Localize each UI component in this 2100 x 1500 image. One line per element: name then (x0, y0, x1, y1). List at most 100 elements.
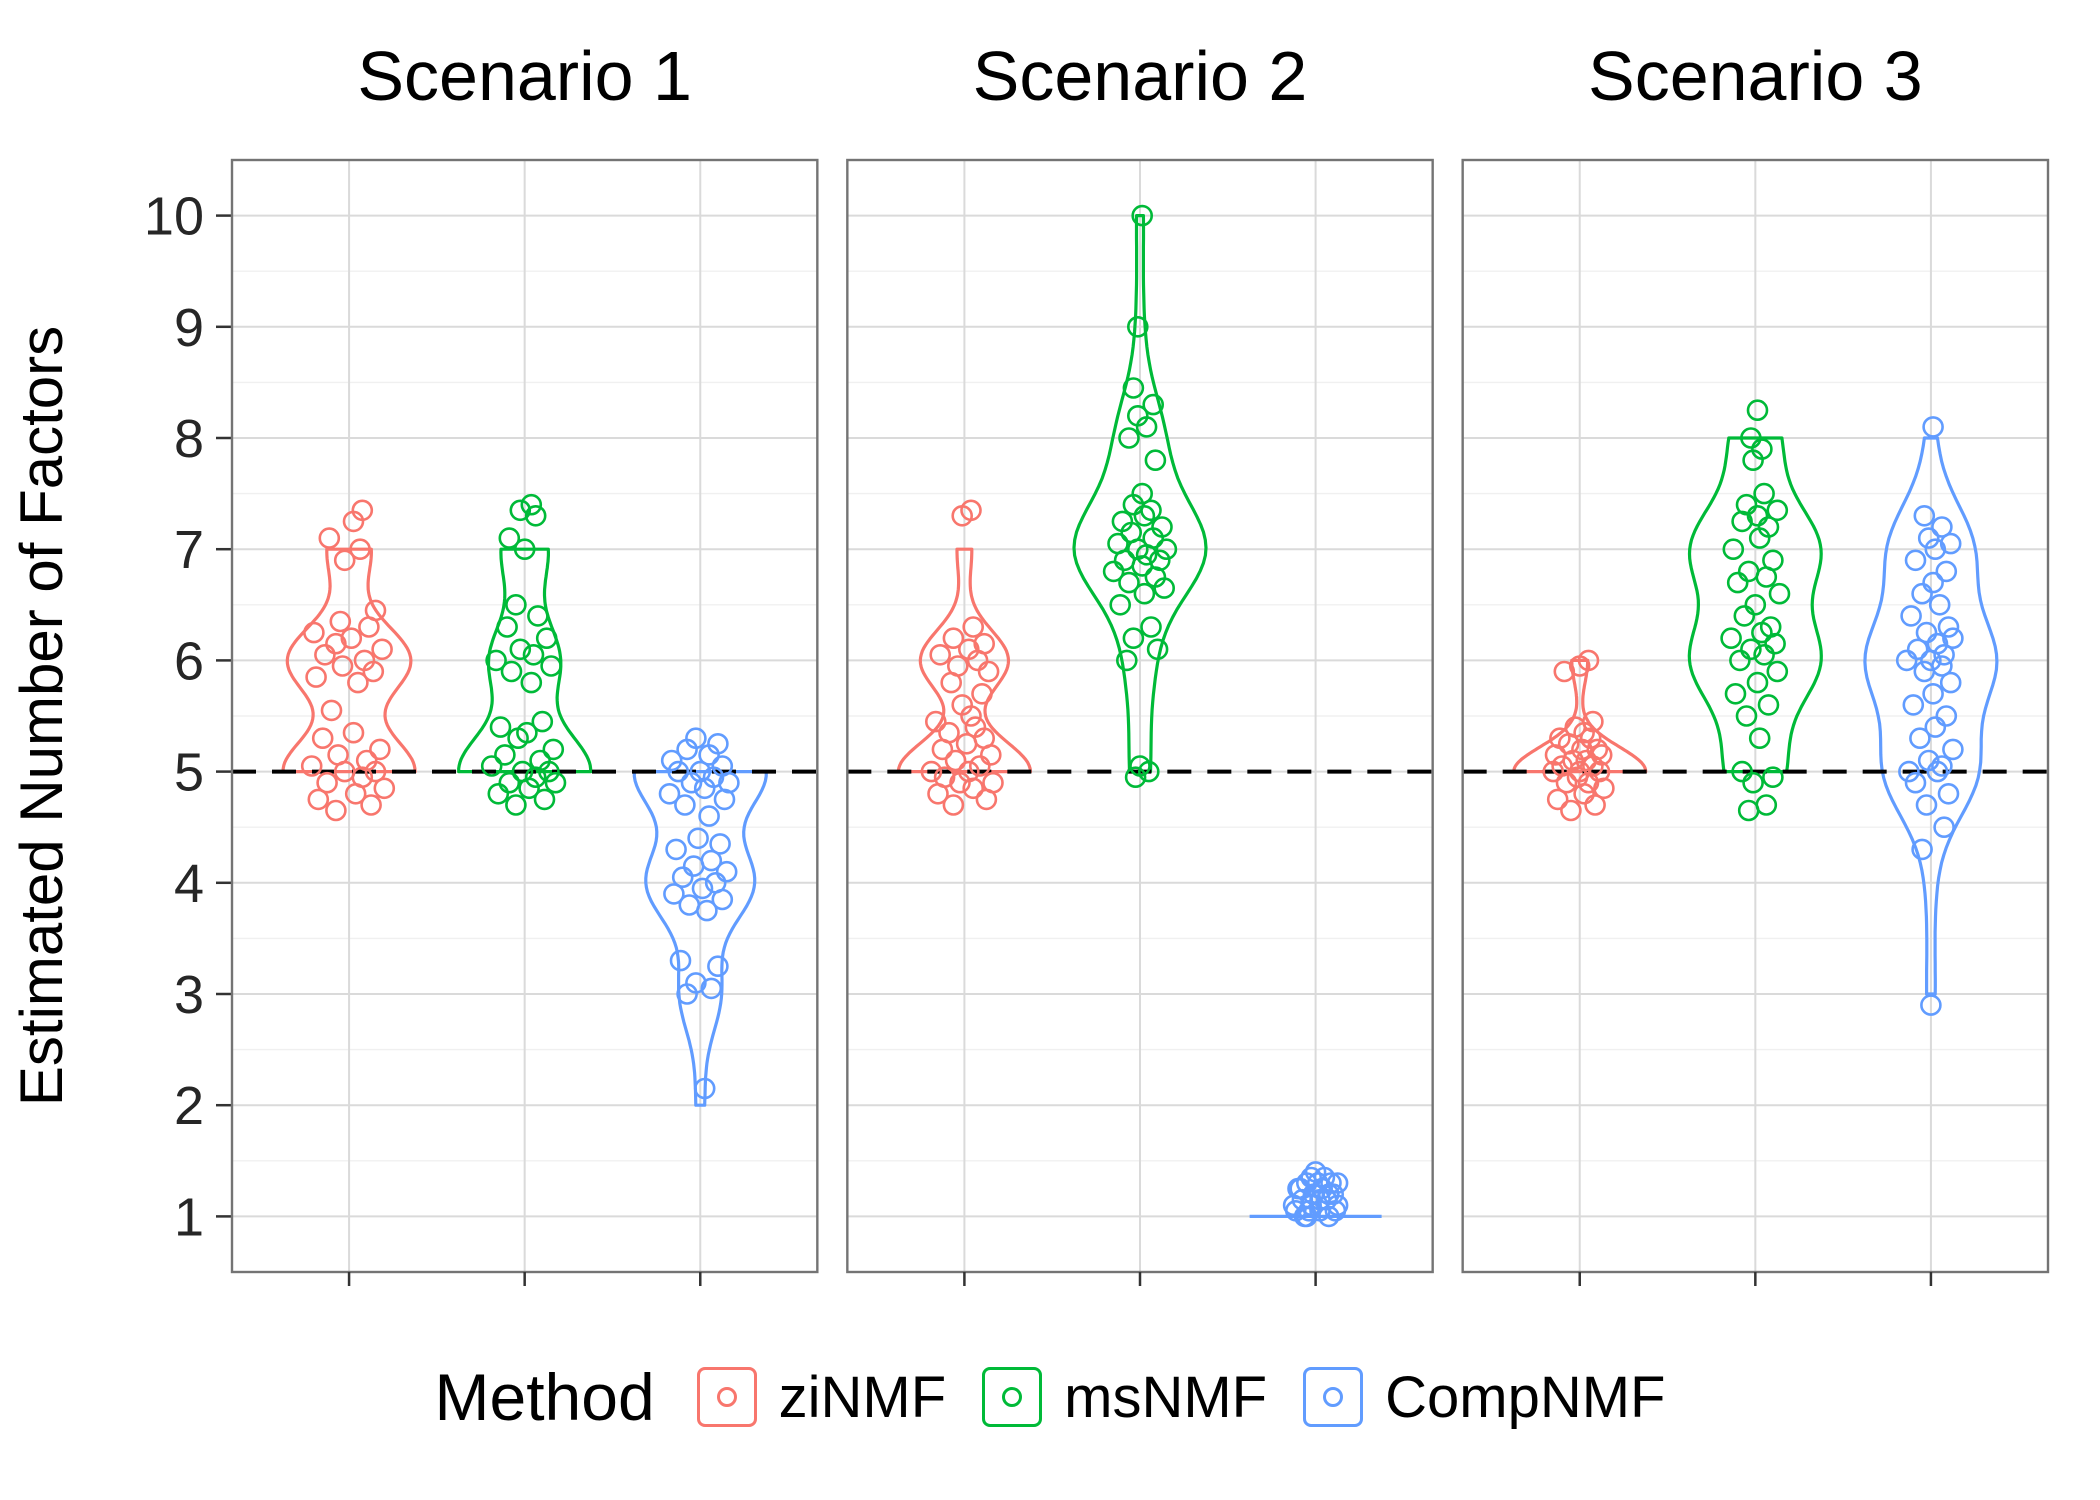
data-point (1766, 660, 1789, 683)
data-point (1584, 794, 1606, 816)
data-point (678, 894, 701, 916)
data-point (715, 860, 738, 883)
data-point (1122, 627, 1145, 650)
y-tick-label: 3 (174, 965, 204, 1025)
data-point (1144, 449, 1167, 472)
data-point (480, 755, 503, 777)
data-point (509, 638, 532, 661)
data-point (1549, 727, 1571, 750)
violin-outline (896, 547, 1032, 774)
data-point (1560, 799, 1582, 822)
data-point (1742, 771, 1764, 794)
data-point (700, 849, 723, 872)
data-point (314, 643, 336, 666)
data-point (1724, 682, 1747, 705)
y-tick-label: 6 (174, 631, 204, 691)
facet-title: Scenario 1 (357, 37, 692, 115)
data-point (351, 499, 374, 522)
data-point (1942, 627, 1964, 650)
data-point (494, 744, 516, 766)
data-point (1740, 638, 1762, 661)
data-point (1755, 794, 1778, 816)
data-point (962, 616, 985, 638)
violin-outline (1863, 436, 1999, 996)
data-point (535, 627, 558, 650)
data-point (1915, 794, 1938, 816)
data-point (1102, 560, 1125, 583)
data-point (968, 755, 991, 777)
data-point (1293, 1205, 1316, 1228)
data-point (1935, 705, 1958, 727)
data-point (1922, 571, 1944, 594)
data-point (1926, 632, 1949, 655)
data-point (327, 744, 349, 766)
data-point (1289, 1177, 1311, 1200)
data-point (1553, 660, 1576, 683)
data-point (1757, 694, 1780, 716)
data-point (709, 833, 731, 855)
data-point (1731, 760, 1753, 783)
data-point (520, 671, 543, 694)
data-point (1931, 516, 1953, 538)
y-tick-label: 2 (174, 1076, 204, 1136)
data-point (1937, 782, 1960, 805)
data-point (1326, 1172, 1349, 1194)
data-point (516, 721, 538, 744)
data-point (1118, 571, 1140, 594)
data-point (977, 660, 1000, 683)
data-point (687, 827, 709, 850)
data-point (674, 794, 696, 816)
data-point (1733, 605, 1756, 627)
data-point (355, 749, 378, 772)
data-point (333, 549, 356, 572)
data-point (1127, 404, 1149, 427)
data-point (1939, 671, 1962, 694)
facet-panel (846, 158, 1434, 1286)
data-point (1720, 627, 1742, 650)
data-point (1116, 649, 1138, 672)
data-point (353, 649, 376, 672)
data-point (1942, 738, 1964, 761)
data-point (1298, 1200, 1320, 1222)
data-point (698, 805, 720, 827)
legend-label: msNMF (1064, 1364, 1268, 1430)
data-point (303, 621, 325, 644)
data-point (1118, 427, 1140, 449)
data-point (663, 883, 685, 905)
data-point (1579, 727, 1602, 750)
data-point (1900, 605, 1922, 627)
data-point (520, 493, 543, 516)
data-point (1906, 638, 1929, 661)
data-point (360, 794, 382, 816)
y-tick-label: 7 (174, 520, 204, 580)
data-point (693, 1077, 716, 1100)
data-point (658, 782, 681, 805)
data-point (1931, 655, 1953, 677)
data-point (1122, 377, 1145, 399)
data-point (1753, 482, 1775, 505)
data-point (1937, 616, 1960, 638)
data-point (689, 760, 712, 783)
data-point (1917, 527, 1940, 549)
data-point (1922, 682, 1944, 705)
data-point (704, 871, 727, 894)
data-point (307, 788, 330, 811)
data-point (1551, 755, 1573, 777)
data-point (1933, 816, 1955, 839)
data-point (522, 643, 545, 666)
facet-title: Scenario 2 (973, 37, 1308, 115)
data-point (1904, 549, 1927, 572)
data-point (957, 760, 980, 783)
data-point (1911, 582, 1933, 605)
violin-outline (457, 547, 593, 774)
data-point (347, 671, 369, 694)
data-point (325, 799, 347, 822)
data-point (371, 638, 393, 661)
data-point (369, 738, 391, 761)
data-point (1915, 621, 1938, 644)
data-point (311, 727, 334, 750)
data-point (1935, 560, 1958, 583)
data-point (1922, 416, 1944, 438)
y-tick-label: 8 (174, 409, 204, 469)
